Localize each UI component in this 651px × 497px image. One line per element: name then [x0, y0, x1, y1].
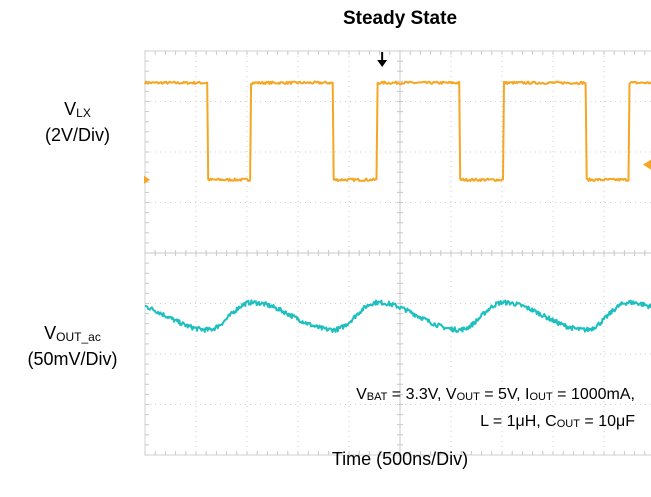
- vout-scale: (50mV/Div): [27, 349, 118, 369]
- channel-label-vout: VOUT_ac (50mV/Div): [0, 322, 145, 370]
- vlx-label-main: V: [64, 99, 77, 119]
- vout-label-sub: OUT_ac: [56, 330, 101, 344]
- test-conditions-line1: VBAT = 3.3V, VOUT = 5V, IOUT = 1000mA,: [356, 386, 635, 404]
- vlx-ground-marker: [144, 175, 150, 184]
- condition-part: BAT: [366, 391, 388, 403]
- condition-part: = 3.3V, V: [387, 386, 457, 403]
- condition-part: = 5V, I: [479, 386, 530, 403]
- vlx-trace: [144, 80, 651, 182]
- condition-part: = 1000mA,: [552, 386, 635, 403]
- chart-title: Steady State: [342, 8, 458, 29]
- condition-part: OUT: [456, 391, 480, 403]
- condition-part: OUT: [556, 418, 580, 430]
- channel-label-vlx: VLX (2V/Div): [30, 98, 125, 146]
- trigger-level-marker: [643, 159, 651, 170]
- condition-part: L = 1μH, C: [480, 413, 557, 430]
- vlx-scale: (2V/Div): [44, 125, 110, 145]
- vout-label-main: V: [44, 323, 57, 343]
- condition-part: = 10μF: [579, 413, 635, 430]
- trigger-position-arrow: [377, 60, 388, 67]
- x-axis-label: Time (500ns/Div): [331, 449, 469, 469]
- condition-part: OUT: [529, 391, 553, 403]
- vlx-label-sub: LX: [76, 106, 91, 120]
- test-conditions-line2: L = 1μH, COUT = 10μF: [480, 413, 635, 431]
- condition-part: V: [356, 386, 367, 403]
- vout-trace: [144, 299, 651, 333]
